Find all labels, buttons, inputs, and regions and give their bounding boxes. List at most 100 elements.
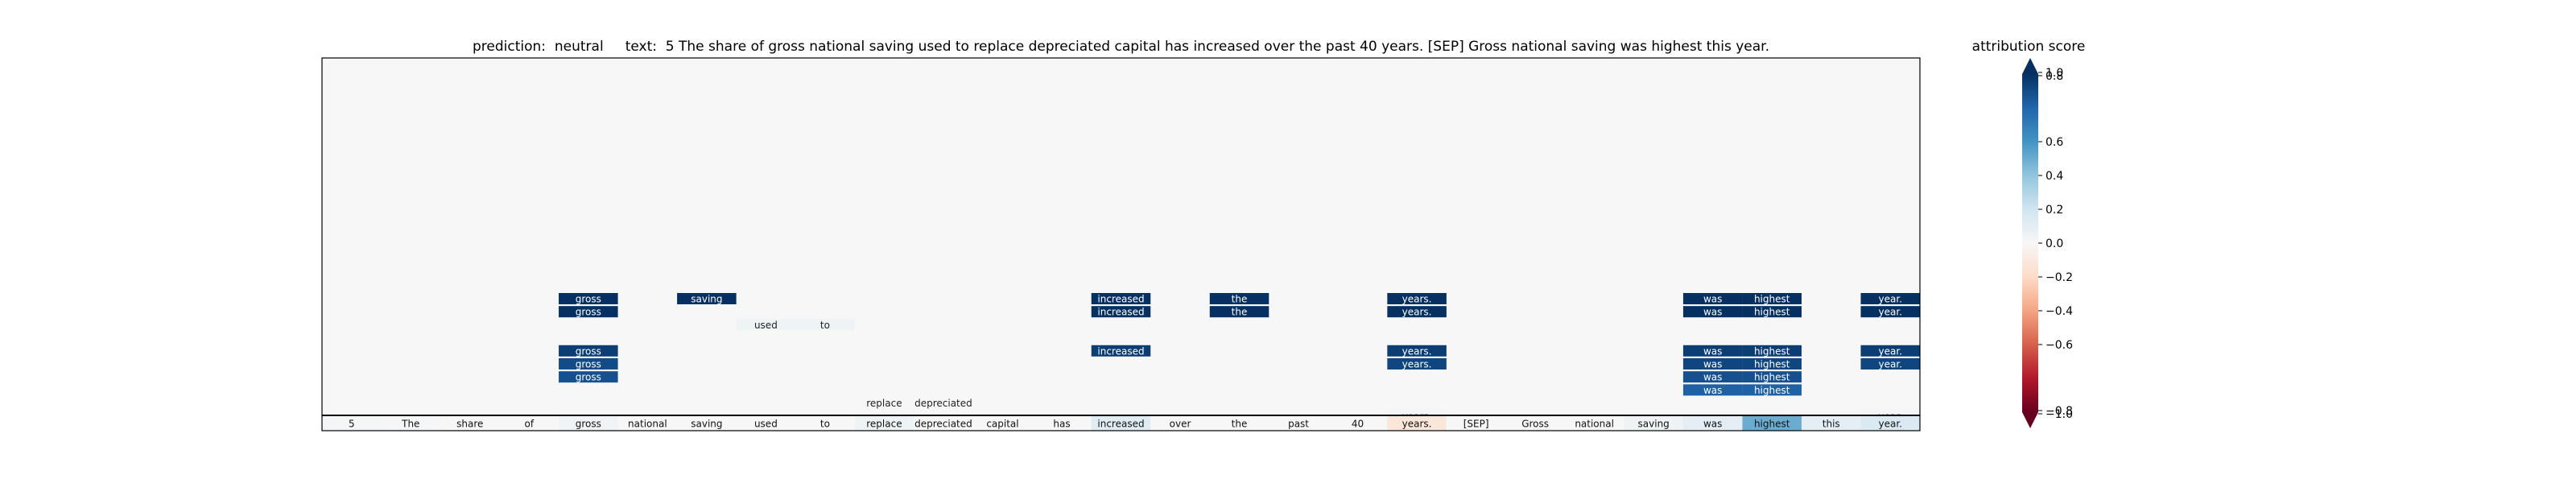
token-cell	[1742, 416, 1802, 431]
token-label: saving	[1638, 419, 1670, 430]
heatmap-cell-label: was	[1703, 294, 1722, 305]
heatmap-cell	[736, 319, 796, 331]
heatmap-cell	[1682, 384, 1743, 396]
heatmap-cell-label: year.	[1878, 345, 1901, 357]
heatmap-cell	[1682, 293, 1743, 304]
heatmap-cell-label: highest	[1754, 345, 1790, 357]
heatmap-cell-label: was	[1703, 345, 1722, 357]
token-label: this	[1823, 419, 1840, 430]
token-cell	[1269, 416, 1328, 431]
heatmap-cell-label: gross	[576, 359, 601, 370]
token-label: national	[628, 419, 667, 430]
heatmap-cell	[1682, 371, 1743, 383]
heatmap-cell	[1860, 345, 1920, 357]
plot-frame	[321, 57, 1921, 431]
token-cell	[1860, 416, 1920, 431]
heatmap-cell	[1091, 293, 1151, 304]
token-label: year.	[1878, 419, 1901, 430]
colorbar-tick-label: 1.0	[2046, 67, 2063, 80]
heatmap-cell	[677, 293, 737, 304]
token-cell	[440, 416, 500, 431]
colorbar-tick-label: 0.0	[2046, 237, 2063, 250]
heatmap-cell-label: increased	[1097, 294, 1144, 305]
heatmap-cell-label: years.	[1402, 359, 1432, 370]
token-label: was	[1703, 419, 1722, 430]
heatmap-cell-label: years.	[1402, 345, 1432, 357]
heatmap-cell	[854, 397, 914, 409]
heatmap-cell	[1860, 306, 1920, 318]
heatmap-cell-label: years.	[1402, 294, 1432, 305]
heatmap-cell	[1742, 293, 1802, 304]
heatmap-cell-label: year.	[1878, 307, 1901, 318]
colorbar-tick-label: −0.4	[2046, 305, 2073, 318]
token-cell	[854, 416, 914, 431]
token-label: of	[525, 419, 535, 430]
token-cell	[381, 416, 441, 431]
token-label: share	[456, 419, 483, 430]
token-label: replace	[866, 419, 902, 430]
heatmap-cell-label: was	[1703, 372, 1722, 383]
colorbar-tick-label: −0.8	[2046, 405, 2073, 418]
colorbar-tick-label: −0.6	[2046, 339, 2073, 352]
heatmap-cell-label: years.	[1402, 307, 1432, 318]
heatmap-cell	[1209, 306, 1269, 318]
token-cell	[1801, 416, 1861, 431]
heatmap-cell	[1682, 358, 1743, 369]
colorbar-tick-label: 0.2	[2046, 204, 2063, 217]
token-label: highest	[1754, 419, 1790, 430]
token-label: saving	[691, 419, 722, 430]
heatmap-cell	[795, 319, 855, 331]
token-cell	[795, 416, 855, 431]
heatmap-cell-label: gross	[576, 372, 601, 383]
token-cell	[499, 416, 559, 431]
heatmap-cell-label: gross	[576, 294, 601, 305]
token-label: the	[1232, 419, 1248, 430]
heatmap-cell	[1860, 293, 1920, 304]
heatmap-cell	[1742, 345, 1802, 357]
token-label: gross	[576, 419, 601, 430]
token-label: used	[754, 419, 778, 430]
heatmap-cell	[1387, 358, 1447, 369]
heatmap-cell-label: the	[1232, 294, 1248, 305]
input-text: 5 The share of gross national saving use…	[665, 39, 1769, 55]
token-label: depreciated	[914, 419, 972, 430]
token-label: past	[1288, 419, 1309, 430]
heatmap-cell-label: highest	[1754, 307, 1790, 318]
heatmap-cell	[1387, 345, 1447, 357]
token-cell	[1682, 416, 1743, 431]
token-cell	[1564, 416, 1624, 431]
heatmap-cell-label: highest	[1754, 294, 1790, 305]
colorbar-tick-label: −0.2	[2046, 271, 2073, 284]
heatmap-cell	[1742, 384, 1802, 396]
token-cell	[617, 416, 678, 431]
token-cell	[1150, 416, 1210, 431]
heatmap-cell-label: year.	[1878, 359, 1901, 370]
token-cell	[559, 416, 618, 431]
colorbar-tick-label: 0.8	[2046, 70, 2063, 83]
token-cell	[1209, 416, 1269, 431]
chart-title: prediction: neutral text: 5 The share of…	[322, 39, 1920, 55]
token-cell	[677, 416, 737, 431]
colorbar-min-arrow	[2022, 412, 2038, 428]
heatmap-cell-label: used	[754, 320, 778, 331]
heatmap-cell-label: year.	[1878, 294, 1901, 305]
heatmap-cell	[1387, 306, 1447, 318]
token-label: to	[820, 419, 830, 430]
token-label: national	[1575, 419, 1614, 430]
heatmap-cell	[1742, 306, 1802, 318]
colorbar-tick-label: −1.0	[2046, 408, 2073, 421]
token-cell	[1446, 416, 1506, 431]
colorbar-title: attribution score	[1971, 39, 2086, 55]
token-cell	[972, 416, 1033, 431]
token-label: over	[1170, 419, 1191, 430]
heatmap-cell-label: gross	[576, 307, 601, 318]
token-cell	[736, 416, 796, 431]
token-label: The	[401, 419, 419, 430]
heatmap-cell	[559, 345, 618, 357]
heatmap-cell-label: increased	[1097, 345, 1144, 357]
heatmap-cell-label: saving	[691, 294, 722, 305]
colorbar	[2022, 74, 2038, 412]
token-label: [SEP]	[1463, 419, 1489, 430]
token-cell	[1032, 416, 1092, 431]
token-cell	[1327, 416, 1388, 431]
